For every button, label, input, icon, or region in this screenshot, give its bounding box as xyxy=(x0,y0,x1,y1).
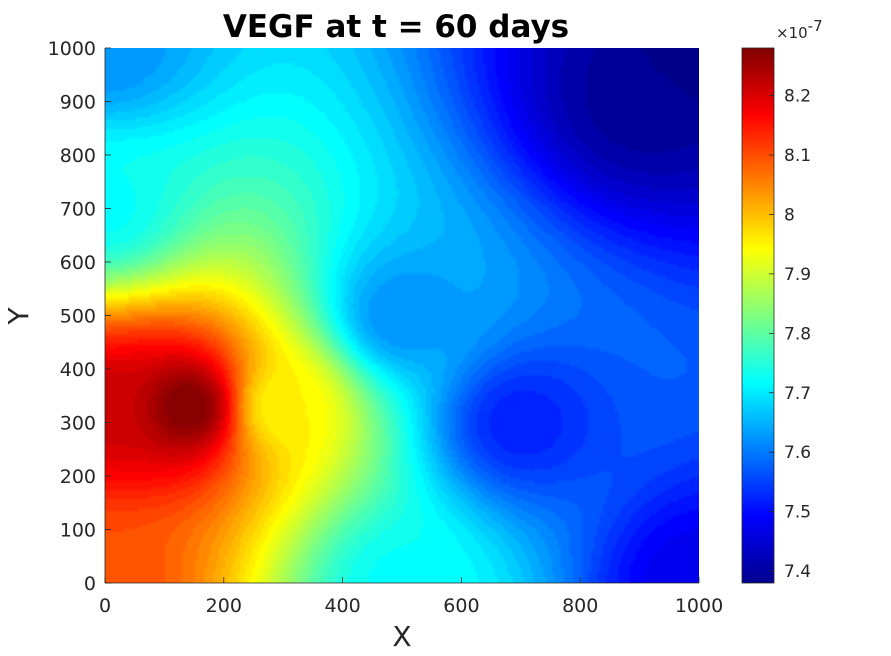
x-tick-label: 400 xyxy=(324,595,360,617)
y-axis: 0 100 200 300 400 500 600 700 800 900 1000 xyxy=(48,38,111,595)
colorbar-tick-label: 7.8 xyxy=(784,324,811,344)
x-tick-label: 800 xyxy=(562,595,598,617)
chart-title: VEGF at t = 60 days xyxy=(223,9,569,45)
colorbar-multiplier: ×10-7 xyxy=(776,17,823,42)
y-tick-label: 0 xyxy=(84,573,96,595)
colorbar-tick-label: 7.6 xyxy=(784,443,811,463)
y-tick-label: 400 xyxy=(60,359,96,381)
y-tick-label: 700 xyxy=(60,199,96,221)
colorbar-ticks: 7.4 7.5 7.6 7.7 7.8 7.9 8 8.1 8.2 xyxy=(769,87,811,582)
y-tick-label: 800 xyxy=(60,145,96,167)
colorbar-tick-label: 7.5 xyxy=(784,503,811,523)
x-tick-label: 200 xyxy=(206,595,242,617)
colorbar-tick-label: 8.2 xyxy=(784,87,811,107)
colorbar-multiplier-base: ×10 xyxy=(776,24,808,42)
colorbar-tick-label: 8 xyxy=(784,205,795,225)
x-tick-label: 1000 xyxy=(675,595,723,617)
colorbar: 7.4 7.5 7.6 7.7 7.8 7.9 8 8.1 8.2 ×10-7 xyxy=(741,17,823,584)
colorbar-tick-label: 7.4 xyxy=(784,562,811,582)
x-tick-label: 0 xyxy=(99,595,111,617)
y-tick-label: 100 xyxy=(60,520,96,542)
y-tick-label: 600 xyxy=(60,252,96,274)
y-tick-label: 1000 xyxy=(48,38,96,60)
colorbar-frame xyxy=(741,47,775,584)
colorbar-tick-label: 7.9 xyxy=(784,265,811,285)
plot-area xyxy=(105,48,699,583)
colorbar-tick-label: 8.1 xyxy=(784,146,811,166)
contour-fill xyxy=(105,48,699,583)
y-tick-label: 300 xyxy=(60,413,96,435)
colorbar-gradient xyxy=(742,48,774,583)
y-tick-label: 500 xyxy=(60,306,96,328)
x-tick-label: 600 xyxy=(443,595,479,617)
y-axis-label: Y xyxy=(2,307,35,326)
colorbar-tick-label: 7.7 xyxy=(784,384,811,404)
y-tick-label: 900 xyxy=(60,92,96,114)
x-axis-label: X xyxy=(392,620,411,653)
y-tick-label: 200 xyxy=(60,466,96,488)
x-axis: 0 200 400 600 800 1000 xyxy=(99,577,723,617)
colorbar-multiplier-exponent: -7 xyxy=(808,17,823,35)
